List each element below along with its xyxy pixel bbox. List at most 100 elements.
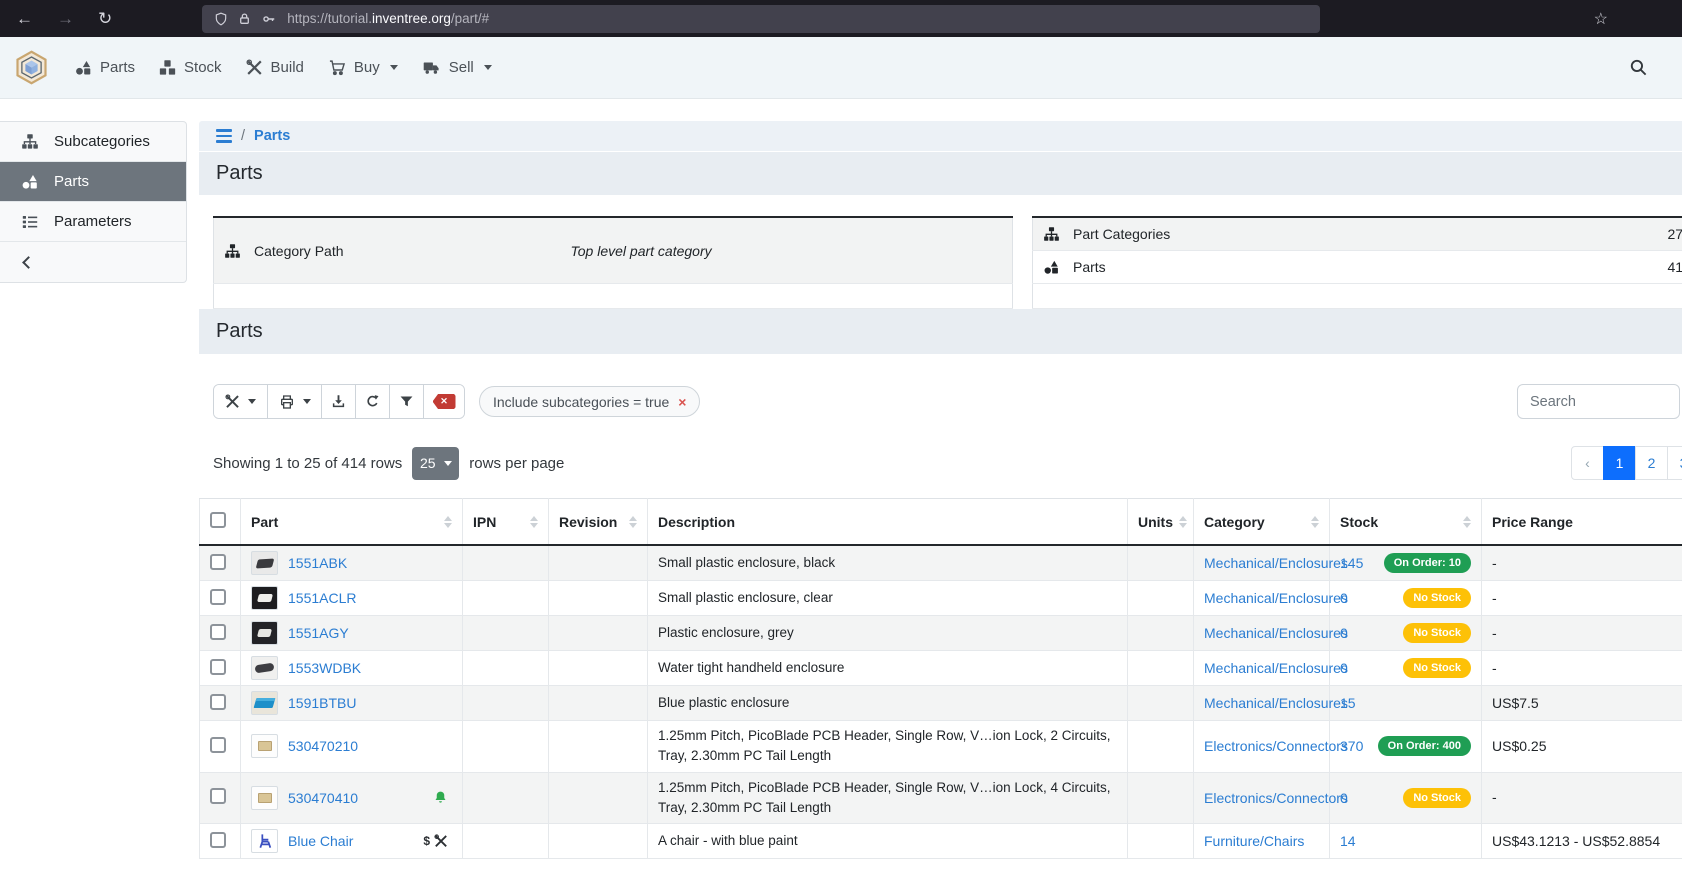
category-link[interactable]: Mechanical/Enclosures: [1204, 660, 1348, 676]
part-link[interactable]: 530470410: [288, 789, 359, 806]
column-header[interactable]: Description: [647, 498, 1128, 546]
category-link[interactable]: Mechanical/Enclosures: [1204, 590, 1348, 606]
part-link[interactable]: 1551ABK: [288, 555, 348, 571]
part-link[interactable]: 1591BTBU: [288, 695, 357, 711]
refresh-button[interactable]: [356, 385, 390, 418]
pagination-page-2[interactable]: 2: [1635, 446, 1668, 480]
nav-item-stock[interactable]: Stock: [147, 51, 234, 84]
rows-per-page-label: rows per page: [469, 454, 565, 472]
nav-item-buy[interactable]: Buy: [316, 51, 410, 84]
part-thumbnail[interactable]: [251, 734, 278, 759]
browser-reload-button[interactable]: ↻: [98, 9, 113, 28]
row-checkbox[interactable]: [210, 658, 226, 675]
page-size-dropdown[interactable]: 25: [412, 446, 460, 480]
category-link[interactable]: Mechanical/Enclosures: [1204, 625, 1348, 641]
clear-filters-button[interactable]: ✕: [424, 385, 464, 418]
part-thumbnail[interactable]: [251, 551, 278, 575]
pagination-page-3[interactable]: 3: [1667, 446, 1682, 480]
part-thumbnail[interactable]: [251, 586, 278, 610]
select-all-checkbox[interactable]: [210, 512, 226, 528]
stock-link[interactable]: 145: [1340, 555, 1364, 571]
table-toolbar: ✕ Include subcategories = true ×: [213, 384, 1682, 419]
column-header[interactable]: Category: [1193, 498, 1330, 546]
category-link[interactable]: Mechanical/Enclosures: [1204, 695, 1348, 711]
column-header[interactable]: Price Range: [1481, 498, 1682, 546]
browser-url-bar[interactable]: https://tutorial.inventree.org/part/#: [202, 4, 1321, 33]
stock-link[interactable]: 370: [1340, 738, 1364, 755]
print-dropdown-button[interactable]: [268, 385, 322, 418]
breadcrumb: / Parts: [199, 121, 1682, 151]
row-checkbox[interactable]: [210, 623, 226, 640]
breadcrumb-link-parts[interactable]: Parts: [254, 128, 291, 144]
printer-icon: [280, 394, 293, 409]
revision-cell: [548, 720, 648, 773]
column-header[interactable]: Units: [1127, 498, 1194, 546]
part-thumbnail[interactable]: [251, 785, 278, 810]
row-checkbox[interactable]: [210, 788, 226, 805]
stock-link[interactable]: 15: [1340, 695, 1356, 711]
remove-filter-icon[interactable]: ×: [678, 393, 687, 410]
part-link[interactable]: Blue Chair: [288, 833, 354, 849]
ipn-cell: [462, 823, 549, 859]
stat-label: Part Categories: [1073, 226, 1171, 243]
row-checkbox[interactable]: [210, 693, 226, 710]
part-thumbnail[interactable]: [251, 691, 278, 715]
category-link[interactable]: Furniture/Chairs: [1204, 833, 1305, 849]
column-header[interactable]: Stock: [1329, 498, 1482, 546]
sidebar-item-parameters[interactable]: Parameters: [0, 202, 186, 242]
search-icon[interactable]: [1629, 58, 1648, 77]
column-header[interactable]: IPN: [462, 498, 549, 546]
nav-item-parts[interactable]: Parts: [63, 51, 147, 84]
pagination-prev-button[interactable]: ‹: [1571, 446, 1604, 480]
part-description: Plastic enclosure, grey: [658, 624, 794, 640]
nav-item-build[interactable]: Build: [234, 51, 316, 84]
row-checkbox[interactable]: [210, 588, 226, 605]
part-link[interactable]: 1553WDBK: [288, 660, 362, 676]
inventree-logo[interactable]: [14, 50, 49, 85]
sidebar-item-parts[interactable]: Parts: [0, 162, 186, 202]
part-thumbnail[interactable]: [251, 621, 278, 645]
sidebar-collapse-button[interactable]: [0, 242, 186, 282]
pagination-page-1[interactable]: 1: [1603, 446, 1636, 480]
stock-link[interactable]: 0: [1340, 789, 1348, 806]
column-header[interactable]: Revision: [548, 498, 648, 546]
sort-icon: [1305, 515, 1319, 528]
row-checkbox[interactable]: [210, 736, 226, 753]
part-thumbnail[interactable]: [251, 656, 278, 680]
part-link[interactable]: 1551AGY: [288, 625, 349, 641]
stock-link[interactable]: 14: [1340, 833, 1356, 849]
filter-button[interactable]: [390, 385, 424, 418]
stock-link[interactable]: 0: [1340, 660, 1348, 676]
part-link[interactable]: 1551ACLR: [288, 590, 357, 606]
part-description: A chair - with blue paint: [658, 832, 798, 848]
row-checkbox[interactable]: [210, 553, 226, 570]
search-input[interactable]: [1517, 384, 1680, 419]
part-link[interactable]: 530470210: [288, 738, 359, 755]
part-flags: $: [423, 834, 452, 848]
bell-icon: [433, 790, 448, 805]
category-link[interactable]: Electronics/Connectors: [1204, 738, 1348, 755]
stock-link[interactable]: 0: [1340, 625, 1348, 641]
row-checkbox[interactable]: [210, 831, 226, 848]
ipn-cell: [462, 720, 549, 773]
menu-icon[interactable]: [216, 129, 232, 143]
nav-label: Build: [270, 59, 304, 76]
category-link[interactable]: Mechanical/Enclosures: [1204, 555, 1348, 571]
column-header[interactable]: Part: [240, 498, 463, 546]
stock-link[interactable]: 0: [1340, 590, 1348, 606]
category-link[interactable]: Electronics/Connectors: [1204, 789, 1348, 806]
browser-forward-button[interactable]: →: [57, 9, 74, 28]
nav-item-sell[interactable]: Sell: [410, 51, 504, 84]
url-text: https://tutorial.inventree.org/part/#: [287, 11, 490, 26]
browser-back-button[interactable]: ←: [16, 9, 33, 28]
category-path-label: Category Path: [254, 242, 344, 259]
part-thumbnail[interactable]: [251, 829, 278, 853]
sidebar-item-subcategories[interactable]: Subcategories: [0, 122, 186, 162]
parts-table-body: 1551ABK $ Small plastic enclosure, black…: [199, 544, 1682, 859]
units-cell: [1127, 580, 1194, 616]
stock-status-badge: No Stock: [1403, 787, 1471, 808]
bookmark-star-icon[interactable]: ☆: [1593, 10, 1608, 28]
download-button[interactable]: [322, 385, 356, 418]
revision-cell: [548, 771, 648, 824]
table-actions-dropdown-button[interactable]: [214, 385, 268, 418]
